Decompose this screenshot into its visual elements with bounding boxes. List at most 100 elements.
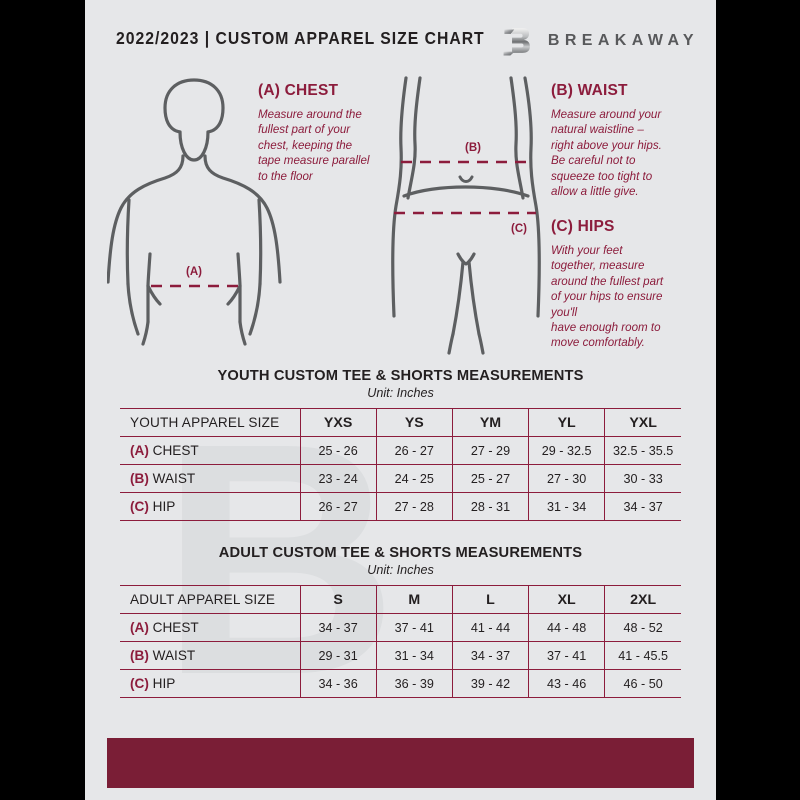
page-title: 2022/2023 | CUSTOM APPAREL SIZE CHART [116,28,485,48]
row-marker: (C) [130,499,149,514]
youth-cell-1-0: 23 - 24 [300,464,377,493]
adult-header-label: ADULT APPAREL SIZE [120,585,301,614]
table-row: (B) WAIST 29 - 31 31 - 34 34 - 37 37 - 4… [120,641,681,670]
chest-note-body: Measure around the fullest part of your … [258,108,370,183]
row-name: HIP [152,676,176,691]
youth-cell-0-2: 27 - 29 [452,436,530,465]
adult-cell-2-2: 39 - 42 [452,669,530,698]
adult-cell-2-0: 34 - 36 [300,669,377,698]
row-name: CHEST [152,620,199,635]
youth-size-col-4: YXL [604,408,681,437]
youth-table-body: YOUTH APPAREL SIZE YXS YS YM YL YXL (A) … [120,408,681,521]
youth-size-col-1: YS [376,408,453,437]
youth-size-col-2: YM [452,408,530,437]
adult-table-body: ADULT APPAREL SIZE S M L XL 2XL (A) CHES… [120,585,681,698]
adult-cell-1-0: 29 - 31 [300,641,377,670]
youth-cell-2-1: 27 - 28 [376,492,453,521]
hips-note-title: (C) HIPS [551,218,615,235]
chest-note-title: (A) CHEST [258,82,339,99]
hip-marker-label: (C) [511,223,527,235]
adult-table-unit: Unit: Inches [367,563,434,577]
page-header: 2022/2023 | CUSTOM APPAREL SIZE CHART [85,24,716,60]
chest-marker-label: (A) [186,266,202,278]
adult-cell-0-4: 48 - 52 [604,613,681,642]
adult-row-0-label: (A) CHEST [120,613,301,642]
table-row: (C) HIP 34 - 36 36 - 39 39 - 42 43 - 46 … [120,669,681,698]
youth-row-1-label: (B) WAIST [120,464,301,493]
adult-cell-0-2: 41 - 44 [452,613,530,642]
adult-cell-2-4: 46 - 50 [604,669,681,698]
youth-size-table: YOUTH APPAREL SIZE YXS YS YM YL YXL (A) … [120,408,681,521]
row-marker: (A) [130,620,149,635]
youth-size-col-3: YL [528,408,606,437]
hips-note-body: With your feet together, measure around … [551,244,664,350]
brand-name: BREAKAWAY [547,32,699,49]
row-name: HIP [152,499,176,514]
adult-size-col-4: 2XL [604,585,681,614]
youth-table-unit: Unit: Inches [367,386,434,400]
table-row: (A) CHEST 25 - 26 26 - 27 27 - 29 29 - 3… [120,436,681,465]
adult-row-2-label: (C) HIP [120,669,301,698]
adult-cell-0-1: 37 - 41 [376,613,453,642]
chest-note: (A) CHEST Measure around the fullest par… [258,82,408,184]
youth-size-col-0: YXS [300,408,377,437]
row-name: WAIST [152,648,196,663]
youth-cell-0-4: 32.5 - 35.5 [604,436,681,465]
breakaway-b-logo-icon [503,28,530,56]
youth-row-0-label: (A) CHEST [120,436,301,465]
youth-row-2-label: (C) HIP [120,492,301,521]
adult-cell-1-3: 37 - 41 [528,641,606,670]
brand-lockup: BREAKAWAY [501,24,699,58]
adult-row-1-label: (B) WAIST [120,641,301,670]
adult-table-title: ADULT CUSTOM TEE & SHORTS MEASUREMENTS [218,545,583,561]
adult-cell-0-3: 44 - 48 [528,613,606,642]
size-chart-page: B 2022/2023 | CUSTOM APPAREL SIZE CHART [85,0,716,800]
lower-body-figure: (B) (C) [391,76,541,355]
adult-size-col-2: L [452,585,530,614]
adult-cell-2-3: 43 - 46 [528,669,606,698]
table-row: (B) WAIST 23 - 24 24 - 25 25 - 27 27 - 3… [120,464,681,493]
youth-cell-1-2: 25 - 27 [452,464,530,493]
adult-size-table: ADULT APPAREL SIZE S M L XL 2XL (A) CHES… [120,585,681,698]
adult-cell-1-1: 31 - 34 [376,641,453,670]
youth-cell-2-4: 34 - 37 [604,492,681,521]
table-row: (A) CHEST 34 - 37 37 - 41 41 - 44 44 - 4… [120,613,681,642]
adult-cell-1-2: 34 - 37 [452,641,530,670]
waist-marker-label: (B) [465,142,481,154]
youth-table-header-row: YOUTH APPAREL SIZE YXS YS YM YL YXL [120,408,681,437]
adult-size-col-1: M [376,585,453,614]
measurement-diagrams: (A) (B [85,72,716,367]
adult-cell-2-1: 36 - 39 [376,669,453,698]
youth-cell-2-2: 28 - 31 [452,492,530,521]
row-name: CHEST [152,443,199,458]
row-marker: (A) [130,443,149,458]
youth-cell-1-4: 30 - 33 [604,464,681,493]
adult-cell-1-4: 41 - 45.5 [604,641,681,670]
youth-cell-1-3: 27 - 30 [528,464,606,493]
youth-header-label: YOUTH APPAREL SIZE [120,408,301,437]
row-marker: (B) [130,471,149,486]
youth-cell-2-0: 26 - 27 [300,492,377,521]
hips-note: (C) HIPS With your feet together, measur… [551,218,705,351]
youth-cell-0-0: 25 - 26 [300,436,377,465]
youth-cell-1-1: 24 - 25 [376,464,453,493]
row-marker: (B) [130,648,149,663]
adult-size-col-0: S [300,585,377,614]
youth-size-table-block: YOUTH CUSTOM TEE & SHORTS MEASUREMENTS U… [85,368,716,521]
youth-cell-0-1: 26 - 27 [376,436,453,465]
adult-table-header-row: ADULT APPAREL SIZE S M L XL 2XL [120,585,681,614]
youth-cell-2-3: 31 - 34 [528,492,606,521]
adult-size-col-3: XL [528,585,606,614]
row-marker: (C) [130,676,149,691]
waist-note-title: (B) WAIST [551,82,628,99]
waist-note: (B) WAIST Measure around your natural wa… [551,82,701,199]
waist-note-body: Measure around your natural waistline – … [551,108,662,199]
footer-bar [107,738,694,788]
row-name: WAIST [152,471,196,486]
adult-size-table-block: ADULT CUSTOM TEE & SHORTS MEASUREMENTS U… [85,545,716,698]
front-body-figure: (A) [107,78,282,346]
youth-table-title: YOUTH CUSTOM TEE & SHORTS MEASUREMENTS [217,368,584,384]
table-row: (C) HIP 26 - 27 27 - 28 28 - 31 31 - 34 … [120,492,681,521]
youth-cell-0-3: 29 - 32.5 [528,436,606,465]
adult-cell-0-0: 34 - 37 [300,613,377,642]
